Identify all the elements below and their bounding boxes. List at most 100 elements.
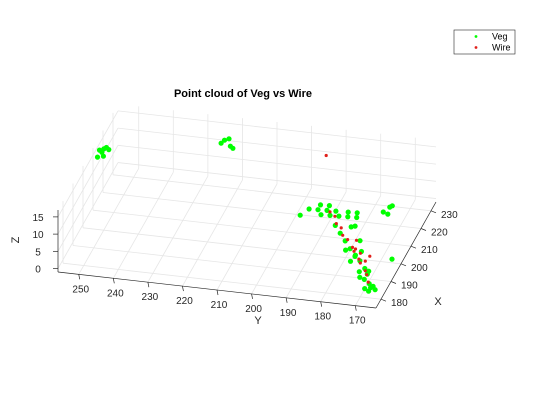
floor-grid-line <box>148 176 208 282</box>
x-tick-mark <box>431 211 436 213</box>
point-veg <box>336 214 341 219</box>
y-tick-mark <box>113 278 114 283</box>
y-tick-mark <box>321 302 322 307</box>
point-veg <box>318 212 323 217</box>
z-tick-label: 0 <box>35 265 41 276</box>
point-veg <box>101 146 106 151</box>
side-wall-grid-line <box>58 163 118 269</box>
floor-grid-line <box>286 192 346 298</box>
point-veg <box>354 215 359 220</box>
point-veg <box>327 203 332 208</box>
z-tick-label: 5 <box>35 247 41 258</box>
point-veg <box>366 289 371 294</box>
point-veg <box>355 210 360 215</box>
x-tick-label: 220 <box>431 228 448 239</box>
point-veg <box>389 257 394 262</box>
point-veg <box>385 212 390 217</box>
floor-grid-line <box>182 180 242 286</box>
point-veg <box>327 213 332 218</box>
point-veg <box>333 209 338 214</box>
x-tick-label: 190 <box>401 281 418 292</box>
x-tick-mark <box>401 264 406 266</box>
point-veg <box>373 287 378 292</box>
point-wire <box>364 260 367 263</box>
x-tick-mark <box>391 282 396 284</box>
point-veg <box>362 277 367 282</box>
floor-grid-line <box>113 172 173 278</box>
legend-label-wire: Wire <box>492 43 511 53</box>
y-tick-mark <box>79 274 80 279</box>
point-veg <box>226 136 231 141</box>
y-tick-label: 190 <box>280 308 297 319</box>
point-veg <box>348 259 353 264</box>
point-veg <box>307 206 312 211</box>
y-tick-label: 200 <box>245 304 262 315</box>
x-tick-label: 210 <box>421 245 438 256</box>
side-wall-grid-line <box>58 128 118 234</box>
x-tick-label: 230 <box>441 210 458 221</box>
y-axis-label: Y <box>254 315 262 327</box>
floor-grid-line <box>79 168 139 274</box>
z-tick-label: 10 <box>32 230 44 241</box>
x-tick-label: 180 <box>391 298 408 309</box>
point-veg <box>343 248 348 253</box>
point-veg <box>230 146 235 151</box>
point-veg <box>349 224 354 229</box>
point-wire <box>341 234 344 237</box>
legend-label-veg: Veg <box>492 32 508 42</box>
y-tick-label: 240 <box>107 288 124 299</box>
y-tick-label: 210 <box>211 300 228 311</box>
point-veg <box>97 148 102 153</box>
point-veg <box>357 238 362 243</box>
y-tick-mark <box>182 286 183 291</box>
point-wire <box>368 255 371 258</box>
point-veg <box>353 253 358 258</box>
y-tick-label: 230 <box>142 292 159 303</box>
point-wire <box>365 273 368 276</box>
point-veg <box>298 213 303 218</box>
point-wire <box>359 252 362 255</box>
z-axis-label: Z <box>10 236 22 243</box>
floor-grid-line <box>93 210 411 246</box>
legend: Veg Wire <box>454 30 515 54</box>
point-veg <box>357 269 362 274</box>
y-tick-mark <box>355 306 356 311</box>
y-tick-label: 220 <box>176 296 193 307</box>
y-tick-mark <box>148 282 149 287</box>
point-veg <box>345 214 350 219</box>
z-tick-label: 15 <box>32 213 44 224</box>
side-wall-grid-line <box>58 111 118 217</box>
floor-grid-line <box>103 193 421 229</box>
point-veg <box>318 202 323 207</box>
point-veg <box>106 147 111 152</box>
x-tick-mark <box>421 229 426 231</box>
point-veg <box>381 209 386 214</box>
point-veg <box>219 141 224 146</box>
side-wall-grid-line <box>58 145 118 251</box>
floor-grid-line <box>83 228 401 264</box>
point-wire <box>335 222 338 225</box>
point-veg <box>315 207 320 212</box>
x-axis-label: X <box>434 296 442 308</box>
floor-grid-line <box>217 184 277 290</box>
y-tick-mark <box>286 298 287 303</box>
x-tick-mark <box>381 299 386 301</box>
grid-lines <box>58 106 436 305</box>
y-tick-mark <box>252 294 253 299</box>
point-wire <box>354 247 357 250</box>
point-wire <box>346 238 349 241</box>
point-veg <box>387 205 392 210</box>
y-tick-label: 170 <box>349 316 366 327</box>
point-wire <box>367 281 370 284</box>
point-wire <box>328 210 331 213</box>
point-wire <box>351 246 354 249</box>
y-tick-mark <box>217 290 218 295</box>
point-wire <box>333 215 336 218</box>
point-wire <box>340 226 343 229</box>
point-veg <box>357 275 362 280</box>
x-tick-label: 200 <box>411 263 428 274</box>
legend-marker-veg <box>475 35 478 38</box>
point-wire <box>355 239 358 242</box>
point-veg <box>346 210 351 215</box>
